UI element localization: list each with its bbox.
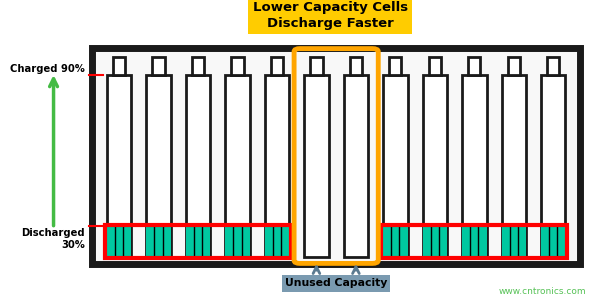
Bar — [422, 226, 447, 257]
Bar — [231, 57, 243, 75]
Bar — [192, 57, 204, 75]
Bar — [107, 75, 131, 257]
Bar — [389, 57, 402, 75]
Bar — [226, 75, 250, 257]
Bar — [547, 57, 559, 75]
Bar — [152, 57, 165, 75]
Bar — [311, 57, 322, 75]
Text: Charged 90%: Charged 90% — [10, 64, 85, 74]
Bar — [146, 75, 171, 257]
Bar — [541, 226, 565, 257]
Bar — [462, 75, 487, 257]
Bar — [502, 226, 526, 257]
Text: www.cntronics.com: www.cntronics.com — [499, 286, 586, 296]
Bar — [92, 48, 580, 264]
Bar — [186, 226, 210, 257]
Bar — [350, 57, 362, 75]
Bar — [186, 75, 210, 257]
Bar — [344, 75, 368, 257]
Bar — [508, 57, 520, 75]
Bar — [105, 225, 291, 258]
Bar — [502, 75, 526, 257]
Bar — [265, 75, 289, 257]
Bar — [422, 75, 447, 257]
Bar — [383, 75, 408, 257]
Bar — [226, 226, 250, 257]
Bar — [146, 226, 171, 257]
Bar — [304, 75, 328, 257]
Text: Unused Capacity: Unused Capacity — [285, 278, 387, 289]
Bar — [107, 226, 131, 257]
Text: Lower Capacity Cells
Discharge Faster: Lower Capacity Cells Discharge Faster — [253, 2, 408, 29]
Bar — [265, 226, 289, 257]
Bar — [468, 57, 480, 75]
Text: Discharged
30%: Discharged 30% — [21, 228, 85, 250]
Bar — [462, 226, 487, 257]
Bar — [541, 75, 565, 257]
Bar — [383, 226, 408, 257]
Bar — [429, 57, 441, 75]
Bar — [113, 57, 125, 75]
Bar — [381, 225, 567, 258]
Bar — [271, 57, 283, 75]
